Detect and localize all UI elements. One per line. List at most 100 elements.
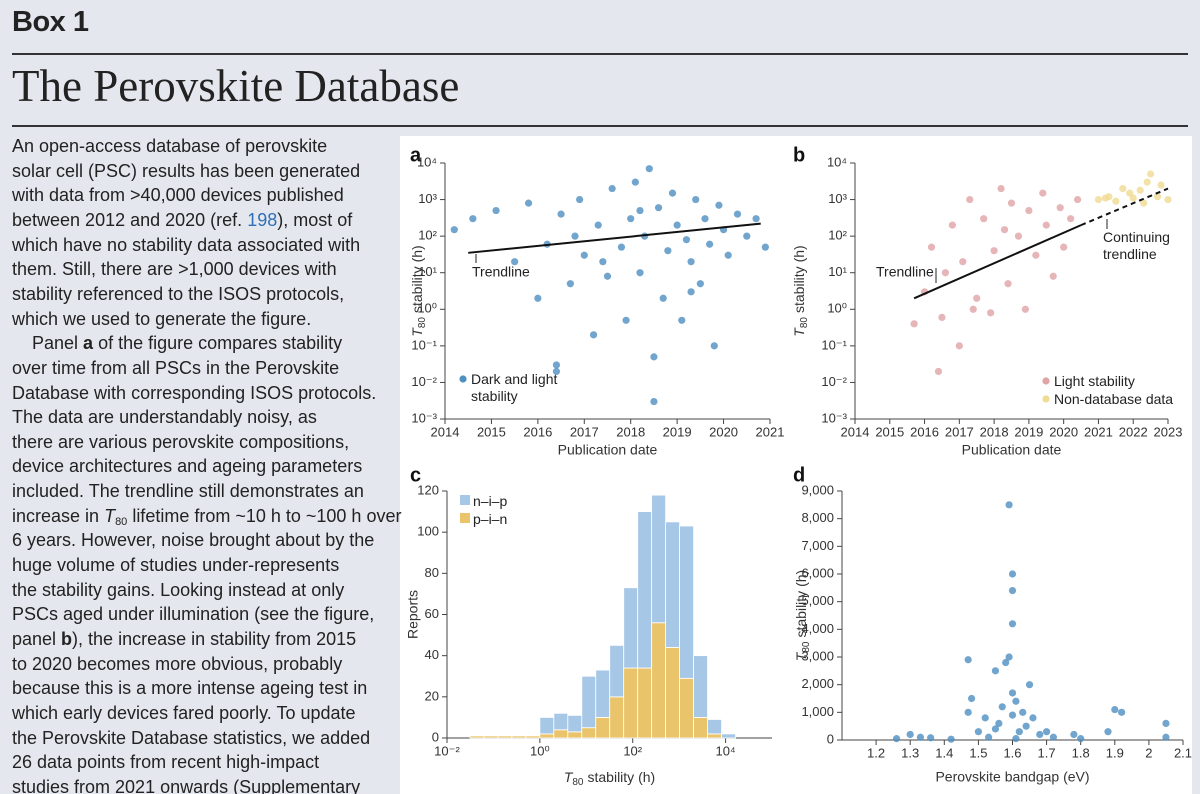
text-line: device architectures and ageing paramete… (12, 454, 362, 478)
data-point (524, 199, 533, 207)
text-line: which early devices fared poorly. To upd… (12, 701, 356, 725)
data-point (608, 184, 616, 193)
y-tick-label: 120 (417, 482, 439, 497)
x-tick-label: 10⁴ (716, 743, 736, 758)
x-tick-label: 1.9 (1106, 745, 1124, 760)
legend-swatch (460, 495, 470, 505)
x-tick-label: 2014 (841, 424, 870, 439)
panel-label: d (793, 464, 805, 486)
data-point (599, 258, 607, 266)
data-point (1039, 189, 1047, 197)
data-point (1008, 711, 1017, 719)
text-run: a (83, 333, 94, 354)
data-point (906, 730, 914, 739)
axis-symbol: T (791, 327, 807, 337)
data-point (706, 240, 714, 248)
data-point (990, 247, 998, 255)
histogram-bar (511, 735, 527, 739)
data-point (1014, 232, 1023, 240)
panel-label: c (410, 464, 421, 486)
text-line: PSCs aged under illumination (see the fi… (12, 602, 374, 626)
data-point (991, 725, 1000, 733)
data-point (576, 195, 584, 204)
text-run: which we used to generate the figure. (12, 308, 312, 329)
data-point (948, 221, 956, 229)
trendline-label: Continuing trendline (1103, 229, 1170, 262)
text-line: An open-access database of perovskite (12, 134, 327, 158)
data-point (534, 294, 542, 302)
data-point (1025, 681, 1034, 689)
data-point (967, 694, 976, 703)
histogram-bar (637, 667, 653, 739)
x-tick-label: 10² (623, 743, 642, 758)
data-point (1005, 501, 1013, 509)
histogram-bar (665, 521, 681, 648)
text-line: panel b), the increase in stability from… (12, 627, 356, 651)
x-tick-label: 2017 (945, 424, 974, 439)
text-line: Database with corresponding ISOS protoco… (12, 381, 376, 405)
x-tick-label: 1.5 (969, 745, 987, 760)
text-line: 6 years. However, noise brought about by… (12, 528, 374, 552)
histogram-bar (623, 587, 639, 669)
legend-label: Dark and light stability (471, 371, 557, 404)
y-tick-label: 10⁻³ (821, 410, 847, 425)
text-run: huge volume of studies under-represents (12, 555, 340, 576)
data-point (1073, 195, 1082, 204)
data-point (910, 320, 918, 328)
histogram-bar (469, 735, 485, 739)
histogram-bar (483, 735, 499, 739)
text-run: studies from 2021 onwards (Supplementary (12, 776, 361, 794)
text-line: to 2020 becomes more obvious, probably (12, 652, 342, 676)
legend-marker (459, 375, 467, 383)
data-point (1021, 305, 1030, 313)
text-run: with data from >40,000 devices published (12, 185, 344, 206)
y-tick-label: 100 (417, 524, 439, 539)
histogram-bar (609, 644, 625, 698)
text-run: PSCs aged under illumination (see the fi… (12, 604, 375, 625)
data-point (622, 316, 630, 324)
data-point (1136, 186, 1144, 194)
data-point (966, 195, 974, 204)
data-point (743, 232, 751, 240)
axis-symbol: T (793, 651, 809, 661)
text-line: 26 data points from recent high-impact (12, 750, 319, 774)
x-axis-label: Publication date (962, 442, 1062, 458)
text-line: them. Still, there are >1,000 devices wi… (12, 257, 337, 281)
legend-label: p–i–n (473, 511, 508, 527)
histogram-bar (707, 719, 722, 735)
reference-link[interactable]: 198 (247, 209, 278, 230)
text-line: which have no stability data associated … (12, 233, 360, 257)
data-point (1153, 193, 1162, 201)
x-tick-label: 2018 (980, 424, 1009, 439)
data-point (450, 226, 458, 234)
histogram-bar (651, 494, 667, 624)
data-point (636, 206, 644, 215)
text-run: stability referenced to the ISOS protoco… (12, 283, 345, 304)
text-line: included. The trendline still demonstrat… (12, 479, 364, 503)
data-point (636, 269, 644, 277)
data-point (668, 189, 677, 197)
data-point (678, 316, 686, 324)
x-tick-label: 2015 (875, 424, 904, 439)
y-axis-label: Reports (405, 590, 421, 639)
data-point (1162, 733, 1170, 741)
text-run: T (104, 505, 116, 526)
histogram-bar (525, 735, 541, 739)
data-point (1032, 251, 1040, 259)
data-point (733, 210, 742, 218)
data-point (1043, 728, 1051, 736)
histogram-bar (581, 727, 597, 739)
data-point (1104, 728, 1112, 736)
data-point (566, 280, 574, 288)
rule (12, 125, 1188, 127)
x-tick-label: 2015 (477, 424, 506, 439)
text-line: solar cell (PSC) results has been genera… (12, 159, 360, 183)
axis-subscript: 80 (572, 777, 584, 788)
text-line: because this is a more intense ageing te… (12, 676, 367, 700)
y-tick-label: 10⁻¹ (821, 337, 847, 352)
data-point (715, 201, 723, 209)
axis-symbol: T (409, 327, 425, 337)
text-run: 6 years. However, noise brought about by… (12, 530, 375, 551)
x-tick-label: 1.4 (935, 745, 953, 760)
data-point (1022, 722, 1030, 730)
